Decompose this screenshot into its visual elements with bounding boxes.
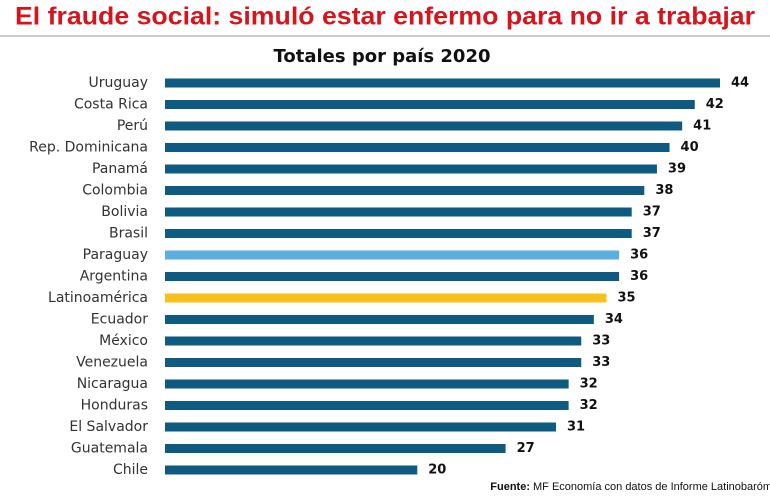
- category-label: Guatemala: [71, 441, 148, 457]
- value-label: 36: [630, 269, 648, 284]
- category-label: Latinoamérica: [48, 290, 148, 306]
- value-label: 37: [643, 205, 661, 220]
- value-label: 37: [643, 226, 661, 241]
- bar: [165, 229, 632, 238]
- value-label: 34: [605, 312, 623, 327]
- value-label: 32: [580, 398, 598, 413]
- value-label: 39: [668, 162, 686, 177]
- category-label: Venezuela: [76, 355, 148, 371]
- category-label: Honduras: [81, 398, 148, 414]
- bar: [165, 465, 418, 475]
- bar: [165, 444, 506, 453]
- value-label: 35: [617, 291, 635, 306]
- bar: [165, 207, 632, 217]
- value-label: 20: [428, 463, 446, 478]
- bar: [165, 358, 582, 367]
- category-label: Colombia: [82, 183, 148, 199]
- value-label: 33: [592, 334, 610, 349]
- value-label: 31: [567, 420, 585, 435]
- bar: [165, 186, 645, 195]
- chart-subtitle: Totales por país 2020: [273, 46, 490, 67]
- category-label: Brasil: [109, 226, 148, 242]
- value-label: 40: [681, 140, 699, 155]
- bar: [165, 100, 695, 109]
- bar: [165, 379, 569, 389]
- source-label: Fuente:: [490, 481, 530, 493]
- bar: [165, 401, 569, 410]
- chart-title: El fraude social: simuló estar enfermo p…: [15, 3, 755, 31]
- category-label: Panamá: [92, 161, 148, 177]
- category-label: El Salvador: [69, 419, 148, 435]
- bar: [165, 336, 582, 346]
- source: MF Economía con datos de Informe Latinob…: [533, 481, 770, 493]
- bar: [165, 121, 683, 131]
- category-label: Chile: [113, 462, 148, 478]
- category-label: Rep. Dominicana: [29, 140, 148, 156]
- bar: [165, 143, 670, 152]
- bar: [165, 250, 620, 260]
- category-label: Nicaragua: [77, 376, 148, 392]
- category-label: Bolivia: [101, 204, 148, 220]
- value-label: 44: [731, 76, 749, 91]
- value-label: 38: [655, 183, 673, 198]
- bar: [165, 293, 607, 303]
- category-label: México: [99, 333, 148, 349]
- category-label: Ecuador: [91, 312, 148, 328]
- value-label: 32: [580, 377, 598, 392]
- category-label: Uruguay: [89, 75, 149, 91]
- bar: [165, 164, 657, 174]
- value-label: 42: [706, 97, 724, 112]
- category-label: Argentina: [80, 269, 148, 285]
- category-label: Paraguay: [83, 247, 148, 263]
- value-label: 27: [517, 441, 535, 456]
- category-label: Perú: [117, 118, 148, 134]
- bar: [165, 315, 594, 324]
- value-label: 33: [592, 355, 610, 370]
- value-label: 36: [630, 248, 648, 263]
- category-label: Costa Rica: [74, 97, 148, 113]
- bar: [165, 422, 557, 432]
- bar: [165, 272, 620, 281]
- value-label: 41: [693, 119, 711, 134]
- bar: [165, 78, 720, 88]
